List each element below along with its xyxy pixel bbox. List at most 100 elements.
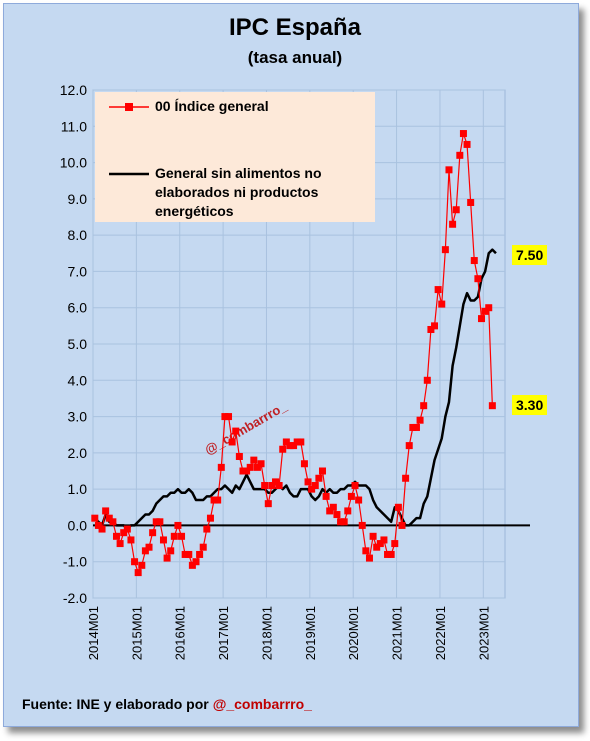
series-general-point — [329, 503, 337, 511]
series-general-point — [344, 507, 352, 515]
series-general-point — [412, 423, 420, 431]
series-general-point — [225, 413, 233, 421]
callout-general-latest: 3.30 — [512, 395, 548, 415]
x-tick-label: 2018M01 — [259, 606, 274, 660]
series-general-point — [394, 503, 402, 511]
y-tick-label: 5.0 — [68, 336, 88, 352]
x-tick-label: 2023M01 — [476, 606, 491, 660]
series-general-point — [478, 315, 486, 323]
series-general-point — [409, 423, 417, 431]
series-general-point — [369, 532, 377, 540]
series-general-point — [445, 166, 453, 174]
series-general-point — [282, 438, 290, 446]
series-general-point — [318, 467, 326, 475]
source-handle: @_combarrro_ — [212, 696, 312, 712]
series-general-point — [232, 427, 240, 435]
y-tick-label: 4.0 — [68, 372, 88, 388]
chart-title: IPC España — [228, 14, 362, 41]
series-general-point — [178, 532, 186, 540]
series-general-point — [423, 376, 431, 384]
chart-subtitle: (tasa anual) — [247, 48, 343, 67]
series-general-point — [217, 463, 225, 471]
series-general-point — [365, 554, 373, 562]
callout-core-latest: 7.50 — [512, 245, 548, 265]
series-general-point — [239, 467, 247, 475]
series-general-point — [311, 482, 319, 490]
series-general-point — [376, 540, 384, 548]
series-general-point — [308, 485, 316, 493]
watermark: @_combarrro_ — [202, 398, 290, 457]
series-general-point — [420, 402, 428, 410]
series-general-point — [326, 507, 334, 515]
series-general-point — [127, 536, 135, 544]
y-tick-label: 11.0 — [61, 118, 87, 134]
series-general-point — [203, 525, 211, 533]
series-general-point — [337, 518, 345, 526]
series-general-point — [206, 514, 214, 522]
y-tick-label: 10.0 — [60, 155, 87, 171]
series-general-point — [362, 547, 370, 555]
series-general-point — [199, 543, 207, 551]
series-general-point — [261, 482, 269, 490]
x-tick-label: 2017M01 — [216, 606, 231, 660]
series-general-point — [159, 536, 167, 544]
legend-label-series1: 00 Índice general — [155, 98, 269, 114]
series-general-point — [214, 496, 222, 504]
series-general-point — [416, 416, 424, 424]
x-tick-label: 2020M01 — [346, 606, 361, 660]
series-general-point — [210, 496, 218, 504]
series-general-point — [98, 525, 106, 533]
x-tick-label: 2014M01 — [86, 606, 101, 660]
x-tick-label: 2021M01 — [390, 606, 405, 660]
series-general-point — [333, 511, 341, 519]
series-general-point — [170, 532, 178, 540]
series-general-point — [452, 206, 460, 214]
series-core-line — [93, 248, 497, 531]
series-general-point — [105, 514, 113, 522]
series-general-point — [141, 547, 149, 555]
legend-label-series2: General sin alimentos no elaborados ni p… — [155, 165, 322, 219]
series-general-point — [185, 550, 193, 558]
series-general-point — [94, 521, 102, 529]
series-general-point — [152, 518, 160, 526]
series-general-point — [131, 558, 139, 566]
series-general-point — [221, 413, 229, 421]
y-tick-label: -1.0 — [63, 554, 87, 570]
series-general-point — [196, 550, 204, 558]
series-general-point — [441, 246, 449, 254]
chart-legend: 00 Índice general General sin alimentos … — [95, 92, 375, 222]
series-general-point — [380, 536, 388, 544]
y-tick-label: 7.0 — [68, 263, 88, 279]
series-general-point — [246, 463, 254, 471]
series-general-point — [347, 492, 355, 500]
series-general-point — [474, 275, 482, 283]
y-tick-label: -2.0 — [63, 590, 87, 606]
series-general-point — [405, 442, 413, 450]
y-tick-label: 6.0 — [68, 300, 88, 316]
series-general-point — [120, 529, 128, 537]
legend-marker-series2 — [109, 172, 149, 176]
series-general-point — [134, 569, 142, 577]
series-general-point — [391, 540, 399, 548]
series-general-point — [228, 438, 236, 446]
series-general-point — [156, 518, 164, 526]
series-general-point — [488, 402, 496, 410]
series-general-point — [109, 518, 117, 526]
series-general-point — [250, 456, 258, 464]
series-general-point — [427, 325, 435, 333]
series-general-point — [264, 500, 272, 508]
series-general-point — [174, 521, 182, 529]
series-general-point — [387, 550, 395, 558]
series-general-point — [340, 518, 348, 526]
y-tick-label: 0.0 — [68, 517, 88, 533]
series-general-point — [384, 550, 392, 558]
x-tick-label: 2019M01 — [303, 606, 318, 660]
series-general-point — [351, 482, 359, 490]
series-general-point — [322, 492, 330, 500]
series-general-point — [235, 452, 243, 460]
series-general-point — [456, 151, 464, 159]
series-general-point — [268, 482, 276, 490]
series-general-point — [275, 482, 283, 490]
series-general-point — [459, 130, 467, 138]
series-general-point — [434, 286, 442, 294]
